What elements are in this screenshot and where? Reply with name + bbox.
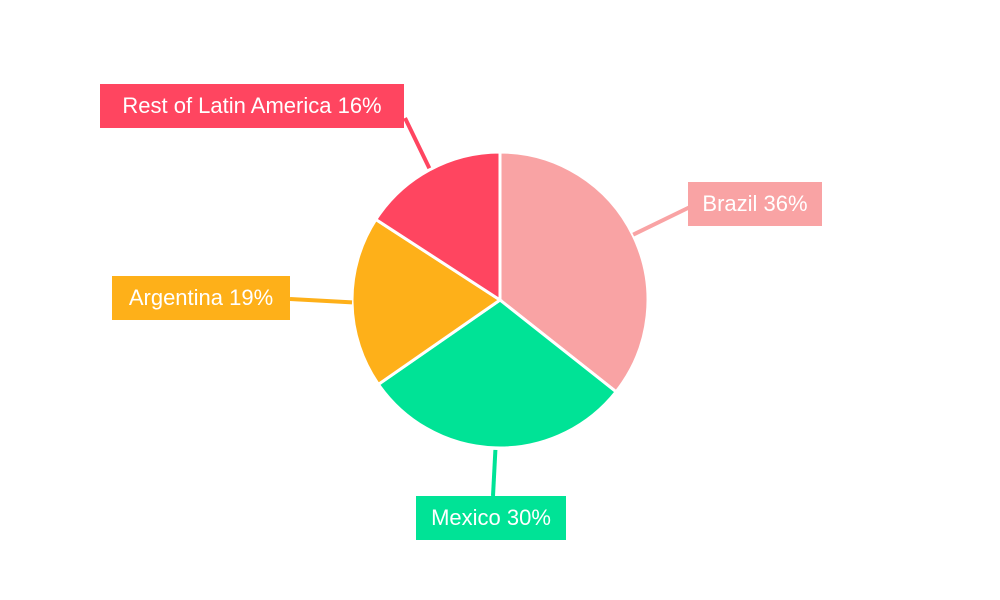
pie-slice-mexico[interactable] — [376, 298, 619, 450]
data-label-box-brazil — [688, 182, 822, 226]
pie-slice-rest-of-latin-america[interactable] — [373, 150, 502, 303]
leader-line-argentina — [289, 297, 353, 305]
data-label-box-argentina — [112, 276, 290, 320]
data-label-box-mexico — [416, 496, 566, 540]
leader-line-brazil — [632, 205, 691, 237]
leader-line-rest-of-latin-america — [403, 117, 432, 170]
data-label-argentina: Argentina 19% — [129, 285, 273, 310]
data-label-rest-of-latin-america: Rest of Latin America 16% — [122, 93, 381, 118]
pie-slice-brazil[interactable] — [498, 150, 650, 394]
data-label-mexico: Mexico 30% — [431, 505, 551, 530]
data-label-brazil: Brazil 36% — [702, 191, 807, 216]
leader-line-mexico — [491, 449, 498, 497]
data-label-box-rest-of-latin-america — [100, 84, 404, 128]
